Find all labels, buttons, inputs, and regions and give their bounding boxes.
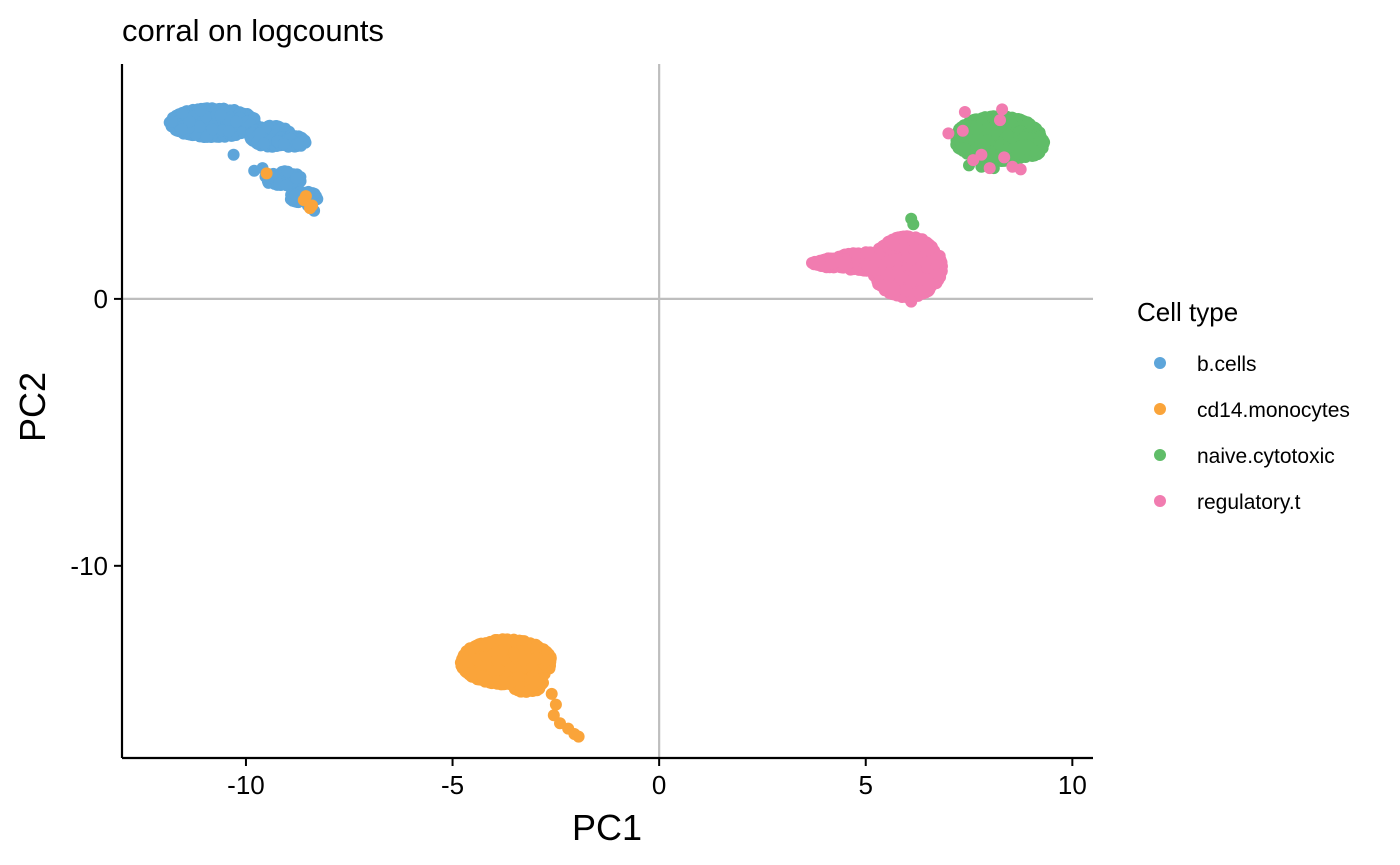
data-point <box>932 268 944 281</box>
data-point <box>299 190 312 203</box>
data-point <box>984 151 997 164</box>
data-point <box>230 115 243 128</box>
data-point <box>540 654 553 667</box>
series-naive-cytotoxic <box>905 110 1051 231</box>
data-points <box>163 102 1051 743</box>
data-point <box>900 284 913 297</box>
data-point <box>253 127 266 140</box>
data-point <box>280 179 293 192</box>
series-b-cells <box>163 102 324 217</box>
data-point <box>508 647 521 660</box>
data-point <box>290 172 303 185</box>
data-point <box>530 641 543 654</box>
data-point <box>492 663 505 676</box>
data-point <box>306 199 319 212</box>
data-point <box>260 167 273 180</box>
data-point <box>898 231 911 244</box>
data-point <box>898 241 910 254</box>
data-point <box>529 676 542 689</box>
data-point <box>878 279 891 292</box>
data-point <box>193 120 206 133</box>
data-point <box>460 655 473 668</box>
data-point <box>907 218 920 231</box>
data-point <box>1002 129 1014 142</box>
data-point <box>257 137 270 150</box>
data-point <box>545 687 558 700</box>
data-point <box>1016 139 1029 152</box>
series-cd14-monocytes <box>260 167 585 743</box>
data-point <box>281 165 294 178</box>
data-point <box>214 109 227 122</box>
data-point <box>292 138 305 150</box>
series-regulatory-t <box>806 103 1027 308</box>
data-point <box>1035 135 1048 148</box>
data-point <box>512 670 525 683</box>
data-point <box>976 112 988 125</box>
data-point <box>958 142 971 155</box>
chart-title: corral on logcounts <box>122 13 384 48</box>
data-point <box>183 115 196 128</box>
data-point <box>166 115 179 128</box>
data-point <box>227 148 240 161</box>
data-point <box>277 138 290 150</box>
data-point <box>549 698 562 711</box>
data-point <box>882 235 895 248</box>
data-point <box>909 269 922 282</box>
data-point <box>916 284 929 297</box>
data-point <box>916 234 929 247</box>
data-point <box>476 670 489 683</box>
data-point <box>175 123 188 136</box>
data-point <box>981 134 994 147</box>
data-point <box>971 122 984 135</box>
data-point <box>206 123 219 136</box>
data-point <box>923 277 936 290</box>
data-point <box>466 670 479 683</box>
data-point <box>222 125 235 138</box>
data-point <box>931 259 944 272</box>
reference-lines <box>122 64 1093 758</box>
data-point <box>176 106 189 119</box>
data-point <box>919 256 932 269</box>
data-point <box>483 637 496 649</box>
data-point <box>469 640 482 653</box>
data-point <box>515 685 528 698</box>
data-point <box>572 730 585 743</box>
data-point <box>194 104 207 117</box>
data-point <box>498 637 511 650</box>
